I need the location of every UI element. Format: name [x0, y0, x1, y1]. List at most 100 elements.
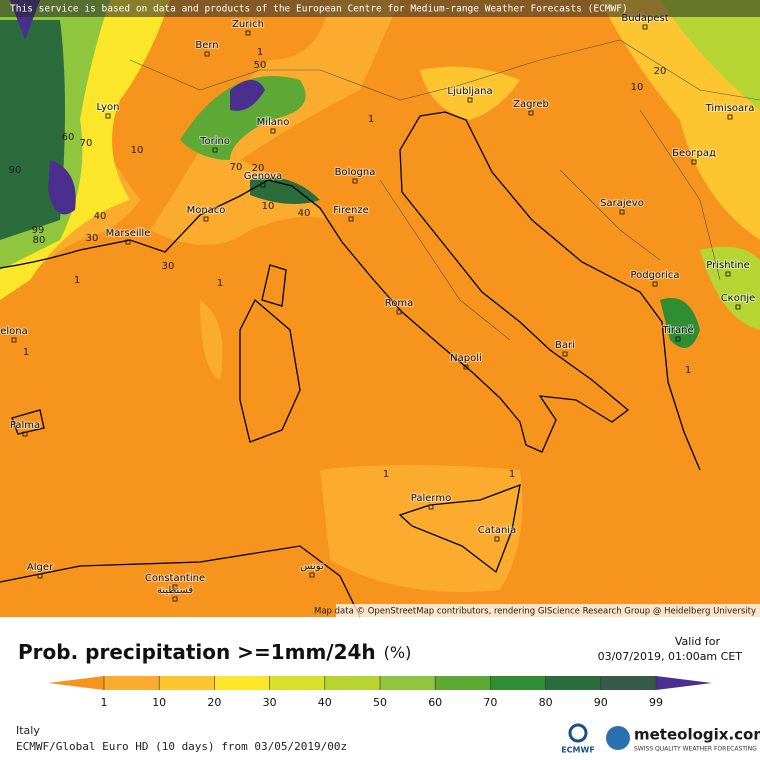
- contour-labels: 1 1 1 1 1 1 1 1 10 10 10 20 20 30 30 40 40 50 60 70 70 80 90 99: [9, 47, 692, 480]
- city-label: Sarajevo: [600, 198, 644, 209]
- city-marker: [172, 584, 178, 590]
- coast-mallorca: [11, 409, 45, 435]
- banner: This service is based on data and produc…: [10, 4, 628, 15]
- city-marker: [270, 128, 276, 134]
- city-marker: [212, 147, 218, 153]
- colorbar-tick-label: 80: [539, 696, 553, 709]
- contour-label: 1: [383, 469, 389, 480]
- colorbar-tick-label: 30: [263, 696, 277, 709]
- colorbar-segment: [104, 676, 160, 690]
- colorbar-segment: [159, 676, 215, 690]
- valid-time: 03/07/2019, 01:00am CET: [598, 650, 743, 663]
- city-marker: [642, 24, 648, 30]
- colorbar-segment: [214, 676, 270, 690]
- contour-label: 1: [257, 47, 263, 58]
- city-marker: [494, 536, 500, 542]
- city-label: Firenze: [333, 205, 369, 216]
- city-marker: [735, 304, 741, 310]
- city-marker: [467, 97, 473, 103]
- colorbar-segment: [545, 676, 601, 690]
- city-label: elona: [0, 326, 28, 337]
- contour-label: 80: [33, 235, 46, 246]
- brand: meteologix.com: [634, 726, 760, 744]
- city-label: Milano: [257, 117, 290, 128]
- field-south: [200, 300, 523, 592]
- city-marker: [105, 113, 111, 119]
- contour-label: 1: [23, 347, 29, 358]
- city-marker: [652, 281, 658, 287]
- city-label: Bern: [195, 40, 218, 51]
- region: Italy: [16, 724, 40, 737]
- city-label: Constantine: [145, 573, 205, 584]
- contour-label: 40: [94, 211, 107, 222]
- field-balkans: [660, 0, 760, 330]
- attribution: Map data © OpenStreetMap contributors, r…: [314, 607, 756, 617]
- colorbar-tick-label: 99: [649, 696, 663, 709]
- coast-main: [0, 111, 701, 471]
- city-label: Timisoara: [705, 103, 755, 114]
- city-label: Bologna: [335, 167, 376, 178]
- city-marker: [562, 351, 568, 357]
- precip-fields: [0, 0, 760, 592]
- contour-label: 1: [74, 275, 80, 286]
- contour-label: 10: [631, 82, 644, 93]
- field-albania: [660, 298, 700, 348]
- contour-label: 99: [32, 225, 45, 236]
- colorbar-segment: [324, 676, 380, 690]
- city-marker: [125, 239, 131, 245]
- legend-title: Prob. precipitation >=1mm/24h (%): [18, 640, 411, 664]
- city-label: Catania: [478, 525, 516, 536]
- city-marker: [727, 114, 733, 120]
- city-label: Napoli: [450, 353, 482, 364]
- contour-label: 20: [252, 163, 265, 174]
- coast-sicily: [398, 483, 521, 574]
- field-99: [10, 0, 76, 215]
- contour-label: 60: [62, 132, 75, 143]
- contour-label: 10: [131, 145, 144, 156]
- colorbar-segment: [656, 676, 712, 690]
- contour-label: 70: [230, 162, 243, 173]
- city-marker: [396, 309, 402, 315]
- coast-sardinia: [239, 298, 301, 443]
- city-label: Roma: [385, 298, 414, 309]
- city-label: Alger: [27, 562, 54, 573]
- colorbar-tick-label: 40: [318, 696, 332, 709]
- valid-label: Valid for: [675, 635, 721, 648]
- colorbar-tick-label: 50: [373, 696, 387, 709]
- city-label: Palermo: [411, 493, 451, 504]
- contour-label: 20: [654, 66, 667, 77]
- city-label: Zurich: [232, 19, 264, 30]
- city-marker: [348, 216, 354, 222]
- city-marker: [22, 431, 28, 437]
- colorbar-tick-label: 10: [152, 696, 166, 709]
- coast-africa: [0, 545, 361, 618]
- colorbar-segment: [380, 676, 436, 690]
- tagline: SWISS QUALITY WEATHER FORECASTING: [634, 746, 757, 753]
- city-label: Genova: [244, 171, 282, 182]
- city-label: Lyon: [96, 102, 119, 113]
- contour-label: 70: [80, 138, 93, 149]
- city-label: Tiranë: [661, 325, 693, 336]
- city-marker: [245, 30, 251, 36]
- city-label: Palma: [10, 420, 40, 431]
- city-marker: [352, 178, 358, 184]
- colorbar-tick-label: 20: [207, 696, 221, 709]
- city-marker: [619, 209, 625, 215]
- city-marker: [309, 572, 315, 578]
- city-label: Zagreb: [513, 99, 549, 110]
- city-marker: [204, 51, 210, 57]
- colorbar-tick-label: 90: [594, 696, 608, 709]
- contour-label: 90: [9, 165, 22, 176]
- model-info: ECMWF/Global Euro HD (10 days) from 03/0…: [16, 740, 347, 753]
- city-label: Београд: [672, 148, 716, 159]
- attribution-bg: [336, 604, 760, 617]
- meteologix-logo: [606, 726, 630, 750]
- contour-label: 30: [162, 261, 175, 272]
- colorbar-segment: [269, 676, 325, 690]
- colorbar: 1 10 20 30 40 50 60 70 80 90 99: [48, 676, 712, 709]
- city-label: قسنطينة: [157, 585, 194, 596]
- colorbar-tick-label: 60: [428, 696, 442, 709]
- field-alps: [180, 76, 306, 160]
- city-marker: [691, 159, 697, 165]
